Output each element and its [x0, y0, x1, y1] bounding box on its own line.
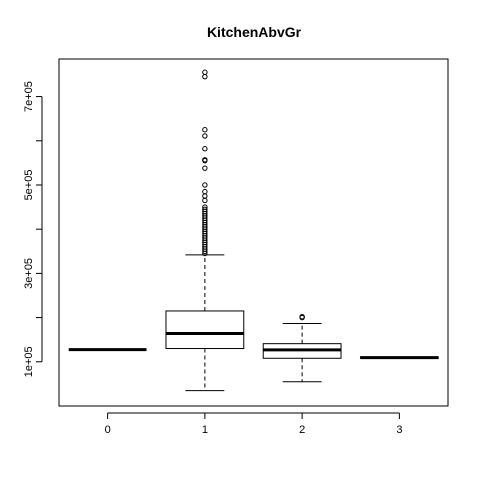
outlier-point — [202, 206, 208, 212]
outlier-point — [202, 73, 208, 80]
outlier-point — [202, 182, 208, 188]
y-tick-label: 7e+05 — [23, 81, 35, 112]
y-tick-label: 5e+05 — [23, 170, 35, 201]
x-tick-label: 0 — [105, 424, 111, 436]
box-iqr — [165, 310, 245, 350]
box-series — [68, 69, 439, 392]
x-axis: 0 1 2 3 — [105, 412, 402, 436]
outlier-point — [202, 197, 208, 204]
outlier-point — [202, 193, 208, 199]
outlier-point — [202, 157, 208, 163]
chart-title: KitchenAbvGr — [207, 24, 302, 40]
outlier-point — [202, 127, 208, 133]
x-tick-label: 3 — [396, 424, 402, 436]
outlier-point — [202, 204, 208, 210]
outlier-point — [299, 314, 305, 320]
y-tick-label: 1e+05 — [23, 346, 35, 377]
x-tick-label: 1 — [202, 424, 208, 436]
y-axis: 1e+05 3e+05 5e+05 7e+05 — [23, 81, 43, 377]
y-tick-label: 3e+05 — [23, 258, 35, 289]
box-1 — [165, 69, 245, 392]
plot-frame — [58, 58, 449, 407]
outlier-point — [202, 165, 208, 171]
box-3 — [359, 356, 439, 360]
outlier-point — [202, 146, 208, 152]
outlier-point — [202, 133, 208, 139]
outlier-point — [202, 69, 208, 75]
outlier-point — [202, 188, 208, 195]
x-tick-label: 2 — [299, 424, 305, 436]
box-2 — [262, 314, 342, 383]
